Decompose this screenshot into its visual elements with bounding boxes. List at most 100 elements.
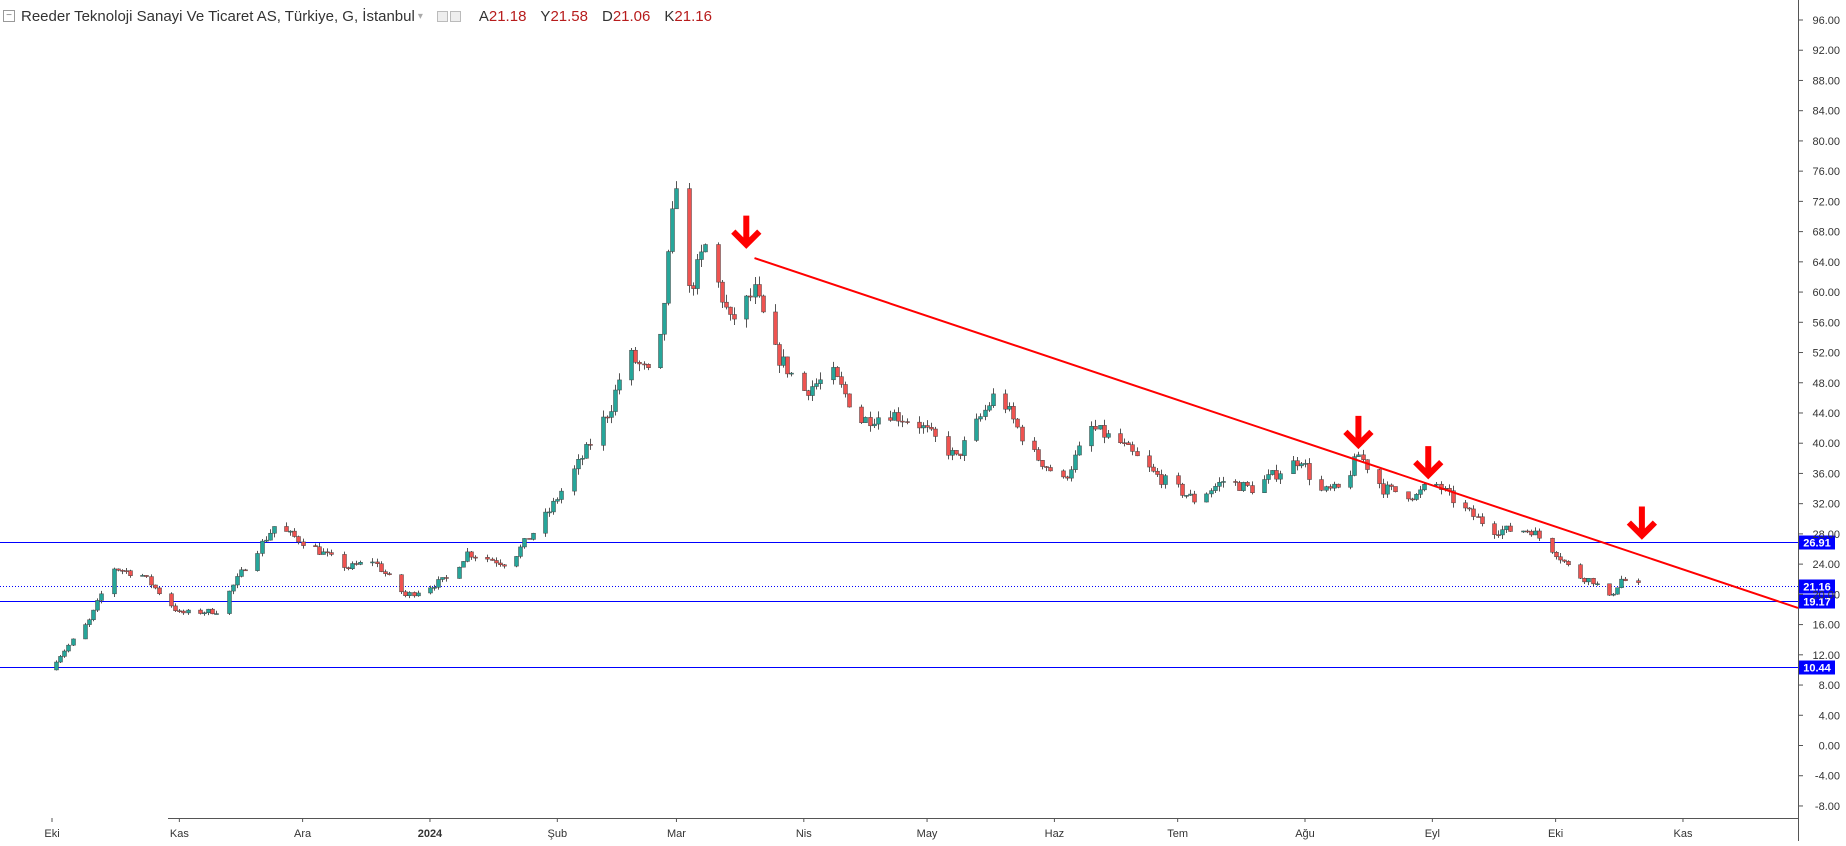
candle-down (342, 551, 347, 571)
candle-up (1291, 456, 1296, 474)
candle-down (1126, 440, 1131, 445)
candle-body (1299, 463, 1304, 467)
candle-up (547, 507, 552, 517)
x-tick-label: Mar (667, 828, 686, 840)
candle-body (1352, 456, 1357, 476)
down-arrow-icon (1413, 446, 1444, 480)
candle-body (301, 541, 306, 546)
candle-up (522, 538, 527, 549)
candle-down (1554, 551, 1559, 560)
down-arrow-icon (1626, 506, 1658, 540)
candle-down (1550, 537, 1555, 554)
candle-body (1262, 479, 1267, 493)
x-tick-label: 2024 (418, 828, 443, 840)
candle-down (399, 574, 404, 594)
candle-body (670, 208, 675, 252)
candle-down (1566, 560, 1571, 567)
candle-up (662, 302, 667, 341)
candle-down (1048, 464, 1053, 472)
time-axis: Eki Kas Ara 2024 Şub Mar Nis May Haz Tem Ağu Eyl Eki… (44, 818, 1693, 840)
candle-up (1073, 450, 1078, 473)
candle-down (728, 306, 733, 321)
candle-body (946, 436, 951, 456)
candle-down (169, 592, 174, 608)
candle-body (95, 600, 100, 611)
candle-body (1566, 561, 1571, 566)
symbol-title[interactable]: Reeder Teknoloji Sanayi Ve Ticaret AS, T… (21, 7, 415, 25)
candle-body (1073, 454, 1078, 470)
chevron-down-icon[interactable]: ▾ (417, 10, 423, 22)
y-tick-label: 60.00 (1812, 287, 1840, 299)
candle-body (777, 344, 782, 366)
candle-body (991, 393, 996, 406)
candle-body (1007, 406, 1012, 410)
candle-up (214, 610, 219, 615)
candle-up (601, 410, 606, 451)
last-price-badge (1799, 579, 1835, 594)
candle-body (1611, 593, 1616, 596)
candle-down (1118, 428, 1123, 444)
candle-up (1077, 441, 1082, 456)
candle-down (502, 563, 507, 569)
candle-down (292, 528, 297, 538)
candle-body (1586, 578, 1591, 583)
candle-body (354, 563, 359, 565)
candle-body (629, 349, 634, 381)
eye-icon[interactable] (436, 10, 448, 22)
candle-body (370, 561, 375, 564)
candle-up (1217, 477, 1222, 492)
ohlc-open: A21.18 (478, 7, 527, 25)
candle-up (555, 497, 560, 504)
candle-body (1303, 463, 1308, 465)
candle-down (157, 586, 162, 596)
candle-body (691, 285, 696, 289)
candle-up (978, 413, 983, 422)
candle-down (724, 294, 729, 310)
candle-body (457, 566, 462, 579)
candle-body (1414, 494, 1419, 500)
collapse-toggle-icon[interactable]: − (3, 10, 15, 22)
y-tick-label: 32.00 (1812, 499, 1840, 511)
candle-body (140, 575, 145, 577)
candle-body (272, 526, 277, 534)
candle-body (674, 188, 679, 210)
settings-icon[interactable] (449, 10, 461, 22)
price-level-badge (1799, 594, 1835, 609)
x-tick-label: Kas (1673, 828, 1692, 840)
candle-body (744, 295, 749, 320)
candle-body (268, 532, 273, 541)
candle-up (987, 402, 992, 412)
candle-up (1619, 575, 1624, 589)
candle-down (1467, 507, 1472, 512)
candle-body (83, 624, 88, 640)
candle-up (1241, 481, 1246, 492)
candle-body (173, 605, 178, 611)
candle-body (1406, 491, 1411, 500)
candle-body (1591, 578, 1596, 585)
candle-body (757, 284, 762, 297)
candle-up (1422, 483, 1427, 492)
candle-body (605, 416, 610, 419)
candle-body (929, 427, 934, 430)
candle-body (1463, 502, 1468, 509)
candle-body (1032, 440, 1037, 450)
candle-body (687, 188, 692, 286)
candle-up (95, 598, 100, 613)
candle-up (62, 649, 67, 658)
candle-body (1217, 481, 1222, 487)
candle-body (1159, 474, 1164, 485)
candle-up (1356, 451, 1361, 457)
candle-body (617, 379, 622, 391)
candle-body (818, 379, 823, 384)
candle-body (116, 568, 121, 571)
candle-body (490, 558, 495, 561)
candle-down (1393, 486, 1398, 493)
candle-down (383, 569, 388, 577)
candle-up (695, 254, 700, 295)
horizontal-lines: 26.91 19.17 10.44 21.16 (0, 535, 1835, 675)
candle-down (588, 438, 593, 450)
candle-down (284, 522, 289, 532)
candle-body (1102, 425, 1107, 438)
candle-body (1393, 486, 1398, 493)
